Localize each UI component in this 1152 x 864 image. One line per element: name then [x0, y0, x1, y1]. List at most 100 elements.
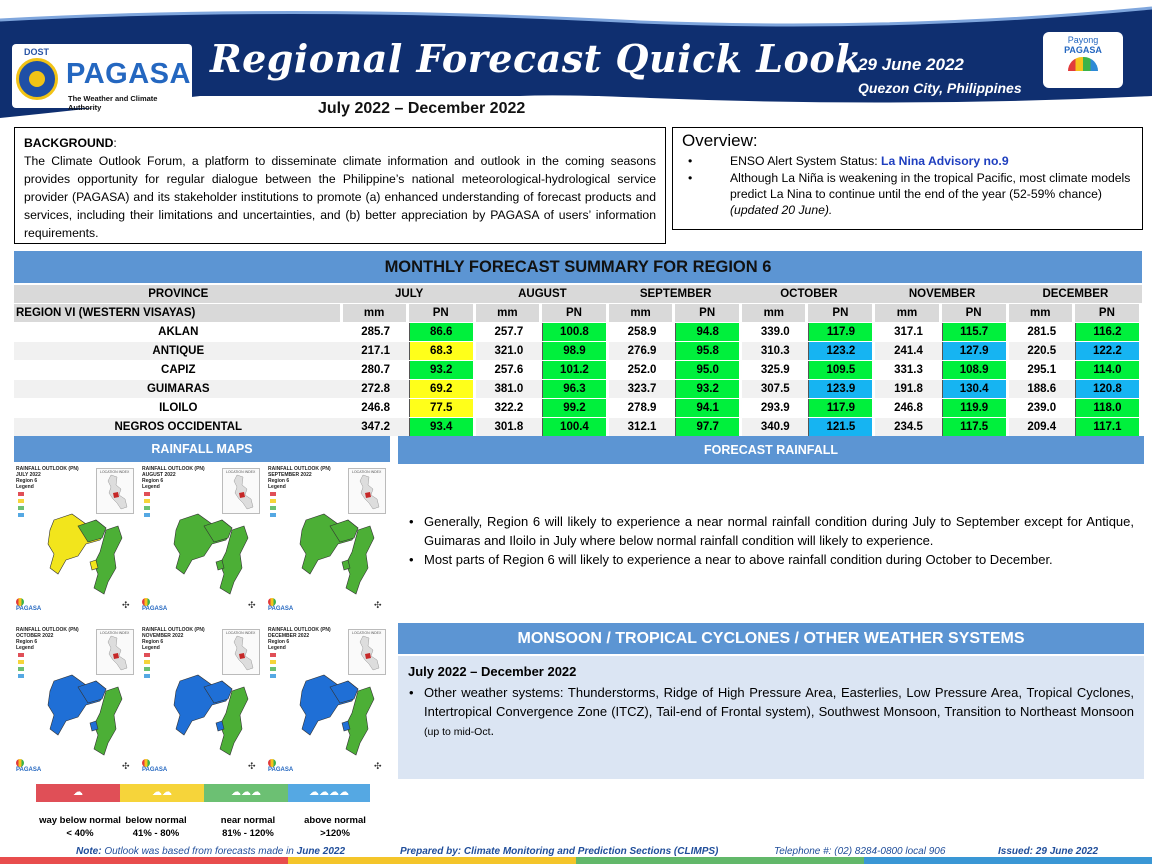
- province-cell: ILOILO: [14, 399, 343, 417]
- map-legend-swatch: [144, 667, 150, 671]
- badge-line2: PAGASA: [1064, 45, 1102, 55]
- map-legend-word: Legend: [16, 645, 34, 651]
- map-legend-swatch: [144, 660, 150, 664]
- philippines-inset-icon: [233, 474, 254, 510]
- umbrella-icon: [1068, 57, 1098, 71]
- compass-icon: ✣: [248, 761, 256, 771]
- pn-cell: 115.7: [941, 323, 1009, 341]
- badge-line1: Payong: [1067, 35, 1099, 45]
- pn-cell: 99.2: [541, 399, 609, 417]
- philippines-inset-icon: [107, 635, 128, 671]
- mm-header: mm: [609, 304, 676, 322]
- mm-cell: 246.8: [361, 402, 390, 414]
- location-index-inset: LOCATION INDEX: [222, 468, 260, 514]
- rainfall-map-panel: RAINFALL OUTLOOK (PN) DECEMBER 2022 Region…: [266, 625, 388, 777]
- month-header: JULY: [342, 285, 476, 303]
- map-legend-word: Legend: [142, 645, 160, 651]
- map-panel-heading: RAINFALL OUTLOOK (PN) JULY 2022 Region 6: [16, 466, 79, 484]
- map-pagasa-logo: PAGASA: [16, 598, 46, 612]
- footer-color-stripe: [0, 857, 1152, 864]
- legend-label-below: below normal 41% - 80%: [125, 815, 187, 839]
- pn-cell: 96.3: [541, 380, 609, 398]
- mm-cell: 301.8: [475, 418, 542, 436]
- map-legend-swatch: [144, 492, 150, 496]
- month-header: AUGUST: [475, 285, 609, 303]
- location-index-inset: LOCATION INDEX: [348, 468, 386, 514]
- legend-label-above: above normal >120%: [304, 815, 366, 839]
- legend-label-near: near normal 81% - 120%: [220, 815, 276, 839]
- mm-cell: 325.9: [760, 364, 790, 376]
- pn-cell: 77.5: [408, 399, 476, 417]
- mm-cell: 241.4: [875, 342, 942, 360]
- table-row: NEGROS OCCIDENTAL 347.2 93.4 301.8 100.4 312.…: [14, 418, 1142, 436]
- map-panel-heading: RAINFALL OUTLOOK (PN) SEPTEMBER 2022 Regio…: [268, 466, 331, 484]
- region6-map: [299, 674, 375, 756]
- mm-cell: 317.1: [894, 326, 923, 338]
- mm-cell: 188.6: [1008, 380, 1075, 398]
- dost-label: DOST: [24, 47, 50, 57]
- issue-place: Quezon City, Philippines: [858, 80, 1022, 96]
- map-legend-swatch: [18, 653, 24, 657]
- mm-cell: 278.9: [627, 402, 657, 414]
- pn-header: PN: [808, 304, 876, 322]
- region-label: REGION VI (WESTERN VISAYAS): [14, 304, 343, 322]
- map-legend-swatch: [144, 653, 150, 657]
- map-legend-swatch: [18, 492, 24, 496]
- map-panel-head3: Region 6: [142, 639, 164, 645]
- pn-cell: 93.2: [408, 361, 476, 379]
- map-legend-swatch: [18, 506, 24, 510]
- map-legend-word: Legend: [16, 484, 34, 490]
- pn-cell: 68.3: [408, 342, 476, 360]
- pn-header: PN: [941, 304, 1009, 322]
- page-title: Regional Forecast Quick Look: [210, 36, 863, 81]
- header-background: [0, 6, 1152, 124]
- legend-swatch-above: ☁☁☁☁: [288, 784, 370, 802]
- mini-logo-text: PAGASA: [268, 606, 294, 612]
- legend-swatch-near: ☁☁☁: [204, 784, 288, 802]
- mini-logo-text: PAGASA: [268, 767, 294, 773]
- province-cell: GUIMARAS: [14, 380, 343, 398]
- mm-cell: 281.5: [1027, 326, 1057, 338]
- pn-cell: 117.9: [808, 399, 876, 417]
- map-panel-head2: NOVEMBER 2022: [142, 633, 184, 639]
- map-legend-swatch: [144, 513, 150, 517]
- mm-header: mm: [342, 304, 409, 322]
- mm-header: mm: [875, 304, 942, 322]
- compass-icon: ✣: [122, 761, 130, 771]
- compass-icon: ✣: [374, 761, 382, 771]
- map-panel-head2: OCTOBER 2022: [16, 633, 54, 639]
- map-panel-head3: Region 6: [16, 478, 38, 484]
- map-legend-swatch: [270, 506, 276, 510]
- table-row: ANTIQUE 217.1 68.3 321.0 98.9 276.9 95.8 310.3 1…: [14, 342, 1142, 360]
- mini-logo-icon: [268, 759, 276, 767]
- pn-cell: 121.5: [808, 418, 876, 436]
- mm-header: mm: [742, 304, 809, 322]
- compass-icon: ✣: [374, 600, 382, 610]
- pn-cell: 114.0: [1074, 361, 1142, 379]
- map-panel-head2: SEPTEMBER 2022: [268, 472, 312, 478]
- rainfall-maps-title: RAINFALL MAPS: [14, 436, 390, 462]
- logo-name: PAGASA: [66, 58, 191, 90]
- map-pagasa-logo: PAGASA: [16, 759, 46, 773]
- pn-cell: 116.2: [1074, 323, 1142, 341]
- table-row: GUIMARAS 272.8 69.2 381.0 96.3 323.7 93.2 307.5…: [14, 380, 1142, 398]
- map-panel-head2: DECEMBER 2022: [268, 633, 310, 639]
- mm-cell: 257.6: [494, 364, 524, 376]
- mm-cell: 209.4: [1008, 418, 1075, 436]
- overview-box: Overview: ENSO Alert System Status: La N…: [672, 127, 1143, 230]
- mm-cell: 246.8: [894, 402, 923, 414]
- map-panel-heading: RAINFALL OUTLOOK (PN) DECEMBER 2022 Region…: [268, 627, 331, 645]
- panay-north-shape: [329, 680, 359, 704]
- monsoon-bullet-note: (up to mid-Oct: [424, 726, 491, 738]
- map-legend-swatch: [18, 667, 24, 671]
- rainfall-map-panel: RAINFALL OUTLOOK (PN) AUGUST 2022 Region 6…: [140, 464, 262, 616]
- pn-header: PN: [541, 304, 609, 322]
- map-panel-head1: RAINFALL OUTLOOK (PN): [142, 466, 205, 472]
- monsoon-body: July 2022 – December 2022 Other weather …: [398, 656, 1144, 779]
- mm-cell: 276.9: [609, 342, 676, 360]
- table-title: MONTHLY FORECAST SUMMARY FOR REGION 6: [14, 251, 1142, 283]
- period-subtitle: July 2022 – December 2022: [318, 100, 526, 117]
- pn-cell: 69.2: [408, 380, 476, 398]
- map-panel-head1: RAINFALL OUTLOOK (PN): [268, 627, 331, 633]
- philippines-inset-icon: [233, 635, 254, 671]
